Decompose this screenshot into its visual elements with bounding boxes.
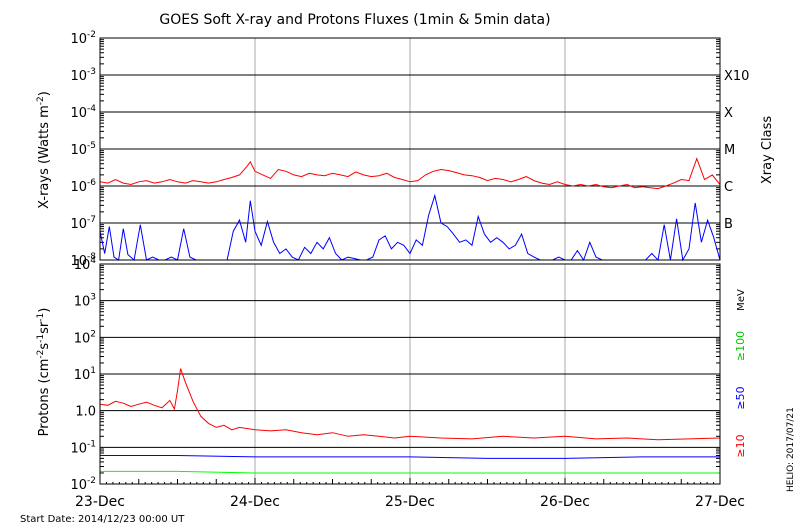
xray-series-0-line	[99, 157, 721, 190]
proton-panel: 10-2 10-1 1.0 101 102 103 104	[70, 256, 721, 493]
x-tick-label: 24-Dec	[230, 494, 280, 510]
xray-class-axis-label: Xray Class	[760, 116, 775, 184]
xray-ytick-label: 10-4	[70, 104, 96, 121]
xray-ytick-label: 10-3	[70, 67, 96, 84]
proton-ytick-label: 103	[74, 293, 96, 310]
proton-ytick-label: 1.0	[75, 405, 96, 420]
xray-class-label: M	[724, 143, 735, 158]
xray-ytick-label: 10-8	[70, 252, 96, 269]
legend-ge10: ≥10	[734, 434, 747, 457]
x-tick-label: 27-Dec	[695, 494, 745, 510]
proton-ytick-label: 101	[74, 366, 96, 383]
xray-class-label: X10	[724, 69, 749, 84]
legend-ge100: ≥100	[734, 331, 747, 361]
x-tick-label: 26-Dec	[540, 494, 590, 510]
proton-ytick-label: 102	[74, 329, 96, 346]
xray-ytick-label: 10-2	[70, 30, 96, 47]
proton-series-1-line	[100, 455, 720, 459]
proton-ytick-label: 10-1	[70, 439, 96, 456]
xray-class-label: X	[724, 106, 733, 121]
legend-ge50: ≥50	[734, 386, 747, 409]
xray-class-label: C	[724, 180, 733, 195]
xray-ytick-label: 10-7	[70, 215, 96, 232]
proton-ylabel: Protons (cm-2s-1sr-1)	[36, 308, 52, 437]
helio-credit-label: HELIO: 2017/07/21	[786, 407, 796, 492]
proton-series-2-line	[100, 470, 720, 474]
mev-unit-label: MeV	[736, 289, 747, 311]
xray-ytick-label: 10-6	[70, 178, 96, 195]
x-tick-label: 23-Dec	[75, 494, 125, 510]
xray-class-label: B	[724, 217, 733, 232]
xray-ylabel: X-rays (Watts m-2)	[36, 91, 52, 209]
xray-ytick-label: 10-5	[70, 141, 96, 158]
proton-ytick-label: 10-2	[70, 476, 96, 493]
xray-panel: 10-8 10-7 10-6 10-5 10-4 10-3 10-2 B C M X X10	[70, 30, 749, 269]
x-tick-label: 25-Dec	[385, 494, 435, 510]
chart-title: GOES Soft X-ray and Protons Fluxes (1min…	[159, 12, 550, 28]
start-date-label: Start Date: 2014/12/23 00:00 UT	[20, 514, 185, 525]
proton-ytick-label: 104	[74, 256, 97, 273]
xray-frame	[99, 37, 721, 261]
proton-series-0-line	[99, 368, 721, 441]
x-axis-ticks: 23-Dec 24-Dec 25-Dec 26-Dec 27-Dec	[75, 478, 745, 510]
